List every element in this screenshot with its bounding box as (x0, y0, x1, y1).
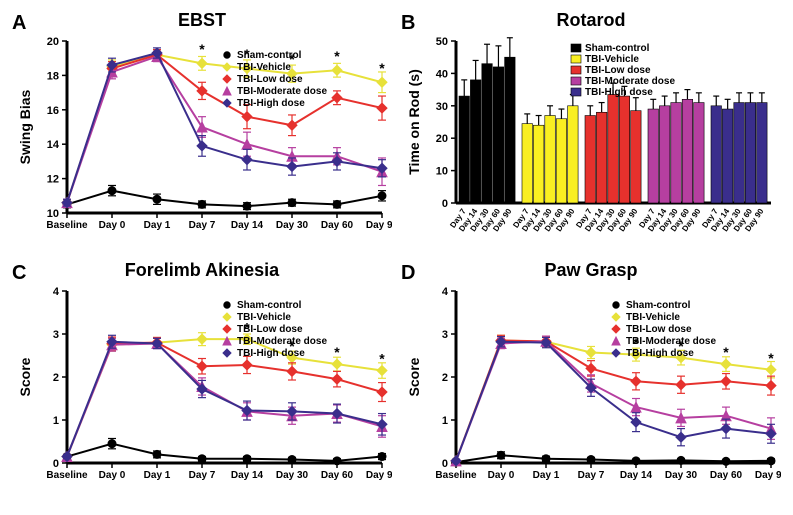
svg-text:40: 40 (436, 68, 448, 80)
svg-text:1: 1 (442, 415, 448, 427)
svg-text:*: * (379, 60, 385, 76)
chart-ebst: 10 12 14 16 18 20 Baseline Day 0 Day 1 Day 7 Day 1… (12, 33, 392, 248)
svg-text:TBI-High dose: TBI-High dose (626, 348, 694, 359)
svg-text:Sham-control: Sham-control (237, 50, 302, 61)
chart-rotarod: 01020304050Time on Rod (s)Day 7Day 14Day… (401, 33, 781, 248)
svg-text:Day 14: Day 14 (231, 220, 264, 231)
svg-text:14: 14 (47, 139, 60, 151)
svg-text:*: * (723, 344, 729, 360)
svg-text:18: 18 (47, 70, 59, 82)
svg-text:Day 7: Day 7 (189, 220, 216, 231)
svg-text:TBI-High dose: TBI-High dose (585, 87, 653, 98)
svg-text:4: 4 (442, 286, 449, 298)
svg-text:TBI-Vehicle: TBI-Vehicle (585, 54, 639, 65)
svg-text:Day 30: Day 30 (276, 220, 309, 231)
svg-text:10: 10 (436, 166, 448, 178)
panel-label-d: D (401, 262, 415, 285)
svg-text:Day 7: Day 7 (189, 470, 216, 481)
svg-text:TBI-Moderate dose: TBI-Moderate dose (237, 336, 327, 347)
svg-text:20: 20 (47, 36, 59, 48)
chart-paw: 0 1 2 3 4 Baseline Day 0 Day 1 Day 7 Day 14 Day 30… (401, 283, 781, 498)
panel-label-c: C (12, 262, 26, 285)
svg-text:Day 0: Day 0 (488, 470, 515, 481)
svg-text:Day 60: Day 60 (710, 470, 743, 481)
svg-text:Baseline: Baseline (46, 220, 88, 231)
title-forelimb: Forelimb Akinesia (10, 260, 394, 281)
svg-text:2: 2 (53, 372, 59, 384)
svg-text:Day 90: Day 90 (755, 470, 781, 481)
svg-text:1: 1 (53, 415, 59, 427)
svg-text:TBI-Moderate dose: TBI-Moderate dose (626, 336, 716, 347)
svg-text:2: 2 (442, 372, 448, 384)
svg-text:Day 60: Day 60 (321, 220, 354, 231)
svg-text:Day 1: Day 1 (533, 470, 560, 481)
svg-text:*: * (379, 351, 385, 367)
svg-text:TBI-Vehicle: TBI-Vehicle (237, 312, 291, 323)
svg-text:TBI-Low dose: TBI-Low dose (585, 65, 651, 76)
svg-text:Day 0: Day 0 (99, 470, 126, 481)
svg-text:10: 10 (47, 208, 59, 220)
svg-text:Baseline: Baseline (46, 470, 88, 481)
panel-forelimb: C Forelimb Akinesia 0 1 2 3 4 Baseline Day 0 Da… (10, 260, 394, 505)
svg-text:TBI-High dose: TBI-High dose (237, 348, 305, 359)
panel-rotarod: B Rotarod 01020304050Time on Rod (s)Day … (399, 10, 783, 255)
title-rotarod: Rotarod (399, 10, 783, 31)
svg-text:Day 60: Day 60 (321, 470, 354, 481)
svg-text:Day 90: Day 90 (366, 220, 392, 231)
svg-text:*: * (199, 41, 205, 57)
svg-text:4: 4 (53, 286, 60, 298)
svg-text:Sham-control: Sham-control (626, 300, 691, 311)
svg-text:TBI-Vehicle: TBI-Vehicle (626, 312, 680, 323)
panel-paw: D Paw Grasp 0 1 2 3 4 Baseline Day 0 Day 1 Day 7… (399, 260, 783, 505)
svg-text:Baseline: Baseline (435, 470, 477, 481)
svg-text:Day 0: Day 0 (99, 220, 126, 231)
svg-text:16: 16 (47, 105, 59, 117)
svg-text:TBI-Moderate dose: TBI-Moderate dose (237, 86, 327, 97)
svg-text:Sham-control: Sham-control (237, 300, 302, 311)
svg-text:Score: Score (406, 357, 422, 396)
svg-text:Day 30: Day 30 (276, 470, 309, 481)
svg-text:0: 0 (442, 458, 448, 470)
title-paw: Paw Grasp (399, 260, 783, 281)
svg-text:TBI-High dose: TBI-High dose (237, 98, 305, 109)
svg-text:TBI-Moderate dose: TBI-Moderate dose (585, 76, 675, 87)
svg-text:Day 14: Day 14 (620, 470, 653, 481)
svg-text:TBI-Vehicle: TBI-Vehicle (237, 62, 291, 73)
svg-text:Time on Rod (s): Time on Rod (s) (406, 69, 422, 175)
svg-text:Sham-control: Sham-control (585, 43, 650, 54)
svg-text:TBI-Low dose: TBI-Low dose (237, 324, 303, 335)
svg-text:Day 1: Day 1 (144, 220, 171, 231)
svg-text:Day 30: Day 30 (665, 470, 698, 481)
svg-text:TBI-Low dose: TBI-Low dose (626, 324, 692, 335)
chart-forelimb: 0 1 2 3 4 Baseline Day 0 Day 1 Day 7 Day 14 Day 30… (12, 283, 392, 498)
svg-text:Score: Score (17, 357, 33, 396)
svg-text:0: 0 (442, 198, 448, 210)
svg-text:0: 0 (53, 458, 59, 470)
svg-text:30: 30 (436, 101, 448, 113)
svg-text:20: 20 (436, 133, 448, 145)
svg-text:*: * (334, 344, 340, 360)
panel-label-b: B (401, 12, 415, 35)
svg-text:Day 90: Day 90 (366, 470, 392, 481)
svg-text:50: 50 (436, 36, 448, 48)
svg-text:Day 1: Day 1 (144, 470, 171, 481)
panel-label-a: A (12, 12, 26, 35)
svg-text:Day 7: Day 7 (578, 470, 605, 481)
svg-text:*: * (334, 48, 340, 64)
svg-text:3: 3 (442, 329, 448, 341)
svg-text:TBI-Low dose: TBI-Low dose (237, 74, 303, 85)
svg-text:Swing Bias: Swing Bias (17, 89, 33, 164)
title-ebst: EBST (10, 10, 394, 31)
svg-text:3: 3 (53, 329, 59, 341)
svg-text:12: 12 (47, 174, 59, 186)
svg-text:*: * (768, 350, 774, 366)
panel-ebst: A EBST 10 12 14 16 18 20 Baseline Day 0 Day 1 Day… (10, 10, 394, 255)
svg-text:Day 14: Day 14 (231, 470, 264, 481)
